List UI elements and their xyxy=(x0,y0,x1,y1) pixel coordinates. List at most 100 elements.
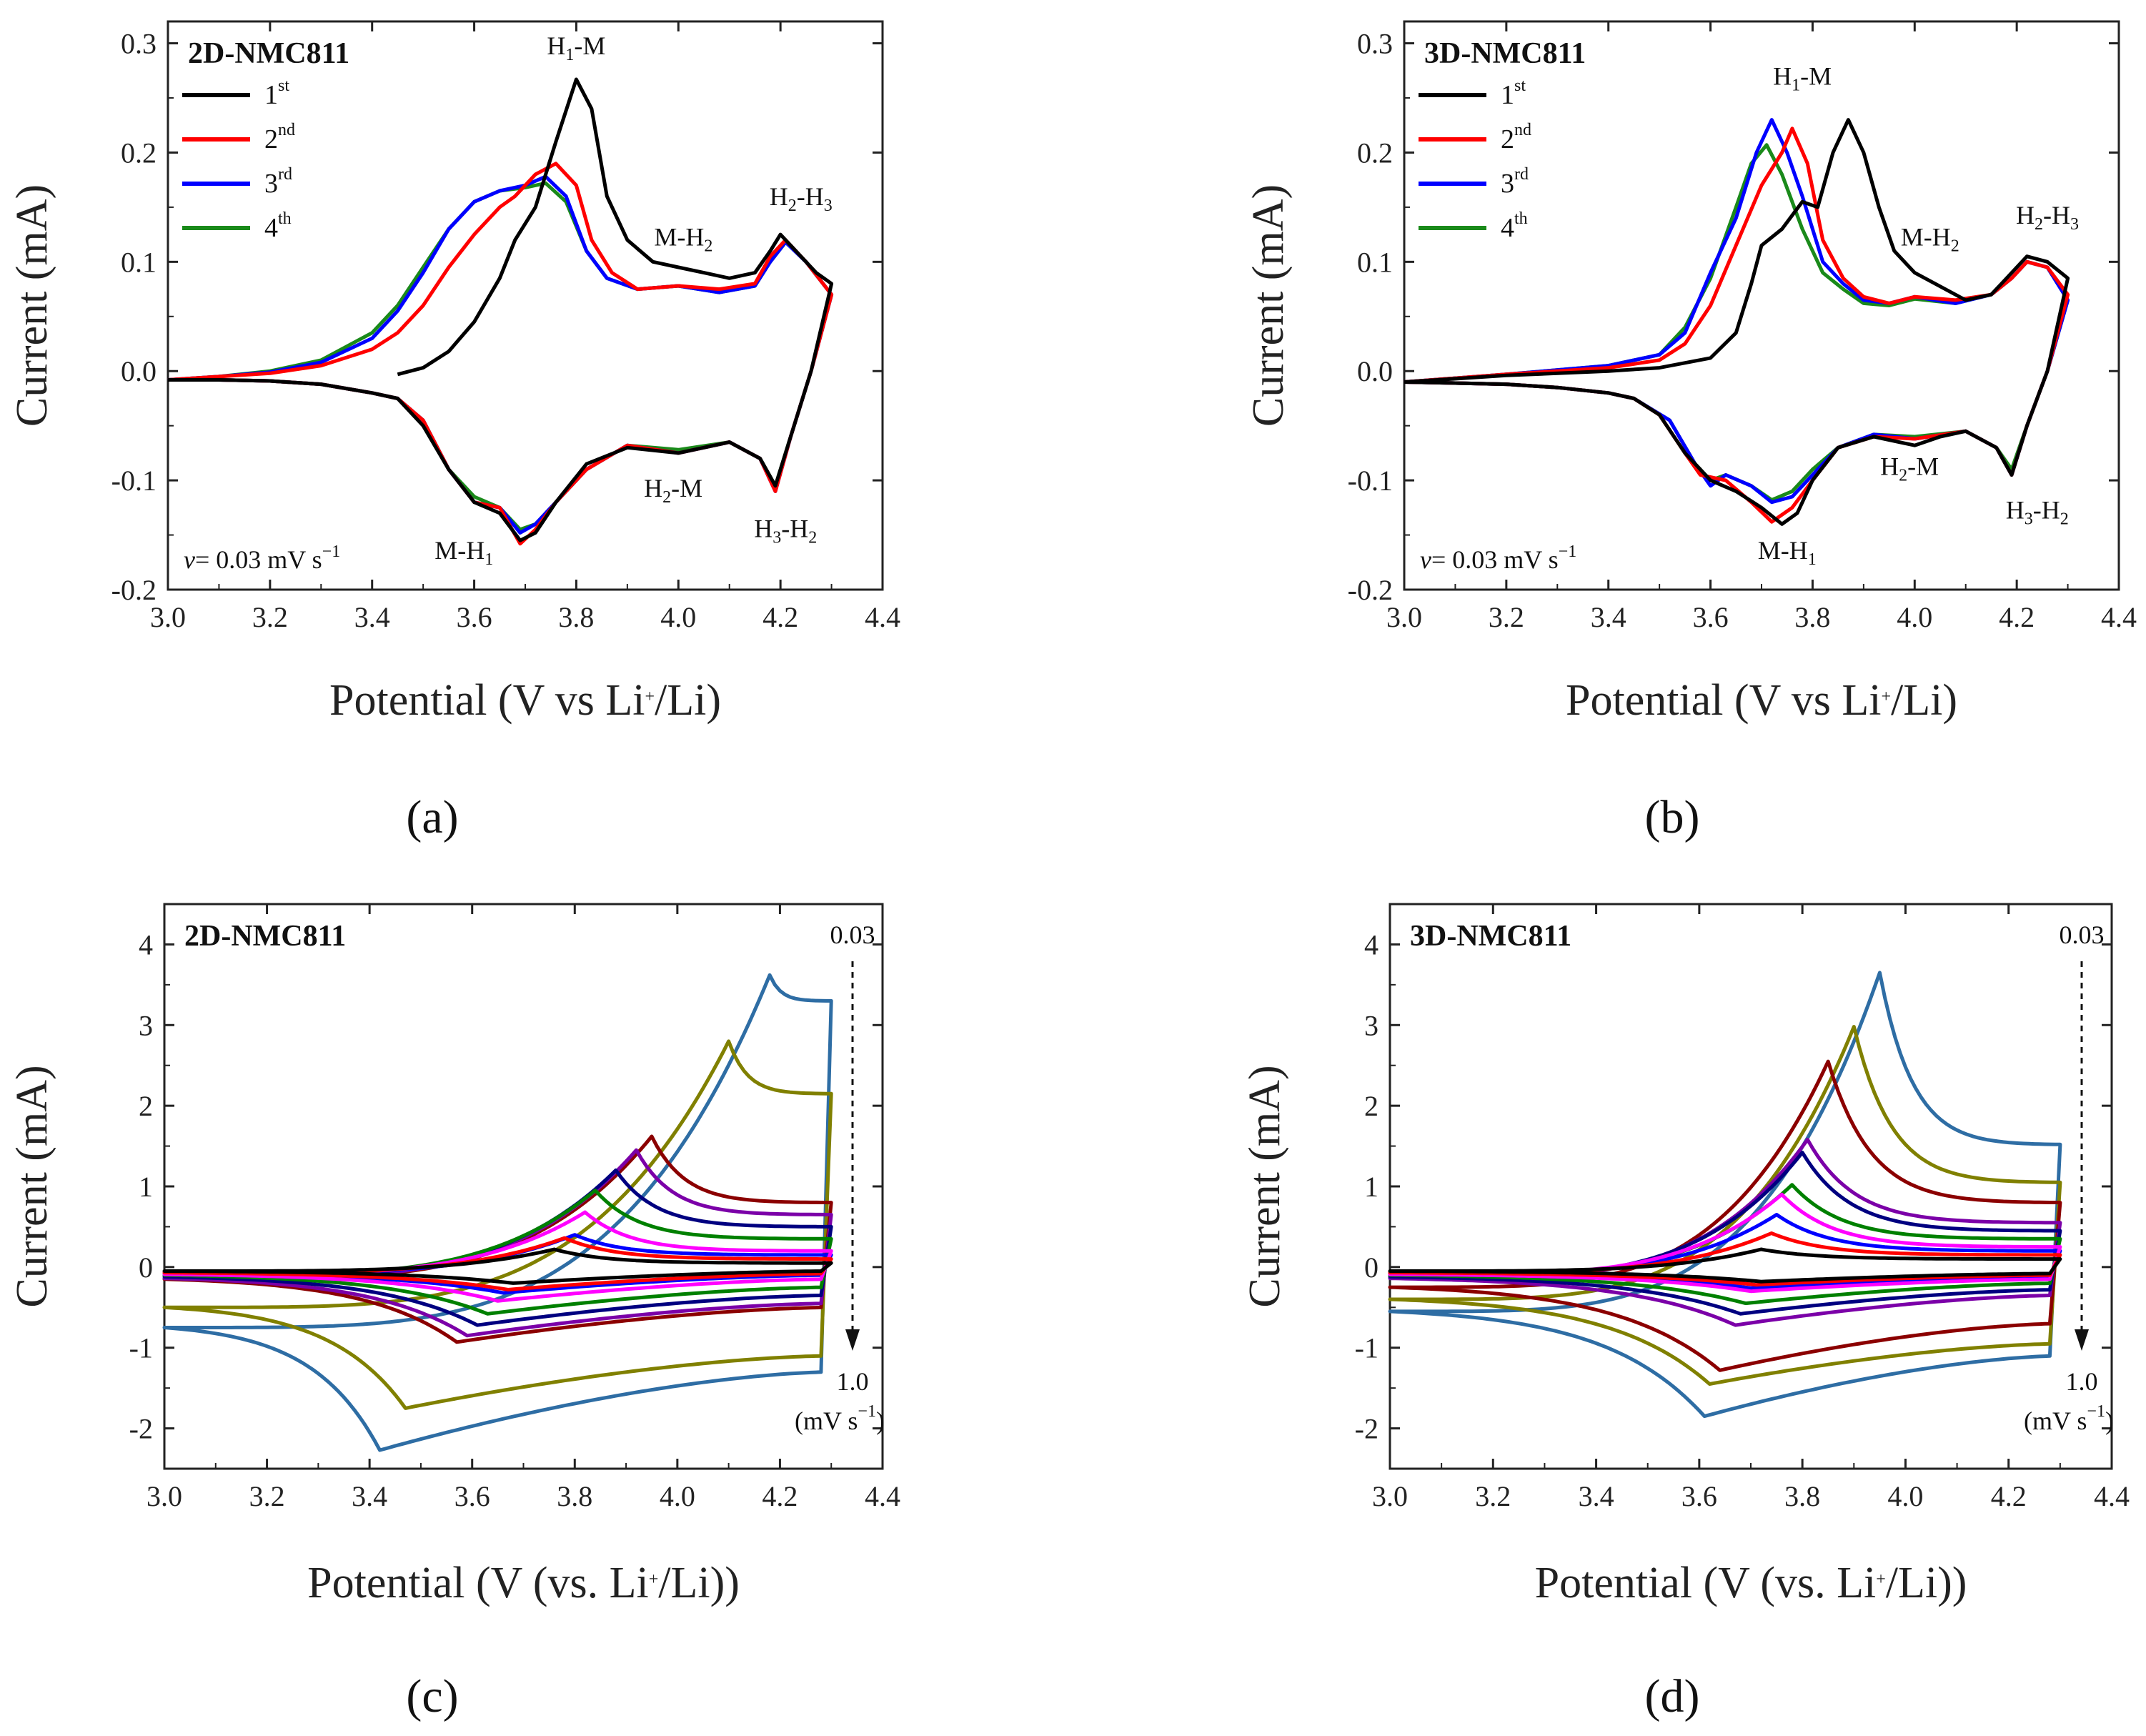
x-tick-label: 4.2 xyxy=(762,1480,798,1512)
panel-b-chart: 3.0 3.2 3.4 3.6 3.8 4.0 4.2 4.4 -0.2 -0.1 0.0 0.1 0.… xyxy=(1244,20,2137,725)
x-tick-label: 3.4 xyxy=(352,1480,387,1512)
peak-annotation: M-H2 xyxy=(1901,222,1959,255)
x-tick-label: 3.4 xyxy=(1591,601,1626,633)
y-tick-label: 0.2 xyxy=(1357,137,1393,169)
y-tick-label: 3 xyxy=(139,1009,153,1041)
panel-d-chart: 3.0 3.2 3.4 3.6 3.8 4.0 4.2 4.4 -2 -1 0 1 2 3 4 Potenti… xyxy=(1241,903,2130,1607)
cv-loop-0.03 xyxy=(1388,1247,2062,1284)
cv-curve-1st xyxy=(1404,118,2070,526)
x-tick-label: 4.4 xyxy=(2094,1480,2130,1512)
x-tick-label: 4.0 xyxy=(1887,1480,1923,1512)
cv-loop-1 xyxy=(162,973,833,1452)
x-tick-label: 3.0 xyxy=(150,601,186,633)
x-axis-title: Potential (V (vs. Li+/Li)) xyxy=(1535,1559,1967,1607)
arrow-bottom-label: 1.0 xyxy=(2066,1367,2098,1396)
legend-label: 2nd xyxy=(264,121,295,154)
x-axis-title: Potential (V (vs. Li+/Li)) xyxy=(307,1559,740,1607)
x-tick-label: 3.0 xyxy=(1372,1480,1408,1512)
legend-label: 4th xyxy=(1501,209,1528,243)
panel-title: 3D-NMC811 xyxy=(1424,37,1586,70)
y-tick-label: 2 xyxy=(139,1090,153,1122)
cv-curve-1st xyxy=(168,77,834,542)
y-tick-label: 0.1 xyxy=(1357,246,1393,278)
panel-a-chart: 3.0 3.2 3.4 3.6 3.8 4.0 4.2 4.4 -0.2 -0.1 0.0 0.1 0.… xyxy=(8,20,900,725)
x-tick-label: 4.4 xyxy=(865,601,900,633)
legend-label: 1st xyxy=(1501,76,1526,110)
y-axis-title: Current (mA) xyxy=(8,1065,56,1307)
panel-title: 2D-NMC811 xyxy=(184,920,346,953)
x-tick-label: 3.0 xyxy=(146,1480,182,1512)
x-tick-label: 3.2 xyxy=(1489,601,1524,633)
x-tick-label: 3.8 xyxy=(557,1480,592,1512)
y-tick-label: 0.0 xyxy=(121,355,157,387)
y-tick-label: 2 xyxy=(1364,1090,1378,1122)
x-tick-label: 3.8 xyxy=(1794,601,1830,633)
panel-c-chart: 3.0 3.2 3.4 3.6 3.8 4.0 4.2 4.4 -2 -1 0 1 2 3 4 Potenti… xyxy=(8,903,900,1607)
arrow-bottom-label: 1.0 xyxy=(837,1367,869,1396)
y-tick-label: -0.2 xyxy=(111,574,157,606)
x-tick-label: 4.4 xyxy=(2101,601,2137,633)
y-tick-label: 4 xyxy=(139,928,153,961)
panel-letter-a: (a) xyxy=(406,791,458,843)
peak-annotation: M-H2 xyxy=(654,222,712,255)
y-tick-label: 4 xyxy=(1364,928,1378,961)
arrow-head-icon xyxy=(845,1329,860,1351)
y-axis-title: Current (mA) xyxy=(1241,1065,1289,1307)
x-tick-label: 3.6 xyxy=(457,601,492,633)
y-tick-label: -2 xyxy=(129,1413,153,1445)
x-tick-label: 3.2 xyxy=(249,1480,285,1512)
x-tick-label: 3.8 xyxy=(1784,1480,1820,1512)
x-axis-title: Potential (V vs Li+/Li) xyxy=(1566,676,1957,725)
y-tick-label: -1 xyxy=(129,1332,153,1364)
x-tick-label: 3.2 xyxy=(252,601,288,633)
peak-annotation: M-H1 xyxy=(434,536,493,569)
cv-loop-0.5 xyxy=(1388,1059,2062,1372)
y-axis-title: Current (mA) xyxy=(8,184,56,427)
peak-annotation: H2-M xyxy=(1880,452,1939,485)
x-tick-label: 3.0 xyxy=(1386,601,1422,633)
scan-rate-note: ν= 0.03 mV s−1 xyxy=(184,542,340,574)
x-tick-label: 4.2 xyxy=(762,601,798,633)
y-tick-label: 3 xyxy=(1364,1009,1378,1041)
arrow-unit-label: (mV s−1) xyxy=(2024,1402,2114,1435)
scan-rate-note: ν= 0.03 mV s−1 xyxy=(1420,542,1576,574)
y-tick-label: 0 xyxy=(139,1251,153,1284)
y-tick-label: -2 xyxy=(1355,1413,1378,1445)
panel-letter-b: (b) xyxy=(1645,791,1700,843)
y-tick-label: 0.2 xyxy=(121,137,157,169)
legend-label: 1st xyxy=(264,76,289,110)
x-tick-label: 3.6 xyxy=(1681,1480,1717,1512)
x-tick-label: 4.0 xyxy=(1897,601,1932,633)
y-tick-label: -0.2 xyxy=(1348,574,1393,606)
x-tick-label: 4.0 xyxy=(660,1480,695,1512)
x-tick-label: 4.2 xyxy=(1999,601,2035,633)
peak-annotation: M-H1 xyxy=(1758,536,1817,569)
peak-annotation: H3-H2 xyxy=(754,515,817,547)
peak-annotation: H2-H3 xyxy=(2016,201,2079,234)
plot-frame xyxy=(163,903,884,1470)
arrow-top-label: 0.03 xyxy=(2060,921,2105,949)
peak-annotation: H1-M xyxy=(547,31,605,64)
x-tick-label: 3.6 xyxy=(454,1480,490,1512)
y-tick-label: 0.1 xyxy=(121,246,157,278)
peak-annotation: H1-M xyxy=(1773,62,1832,95)
arrow-unit-label: (mV s−1) xyxy=(795,1402,885,1435)
x-tick-label: 3.2 xyxy=(1475,1480,1511,1512)
y-tick-label: 1 xyxy=(139,1171,153,1203)
legend-label: 2nd xyxy=(1501,121,1531,154)
arrow-head-icon xyxy=(2075,1329,2089,1351)
y-tick-label: -0.1 xyxy=(111,465,157,497)
y-tick-label: 0.3 xyxy=(121,28,157,60)
panel-title: 2D-NMC811 xyxy=(188,37,349,70)
x-tick-label: 4.2 xyxy=(1991,1480,2027,1512)
y-tick-label: 0 xyxy=(1364,1251,1378,1284)
y-tick-label: 1 xyxy=(1364,1171,1378,1203)
legend-label: 3rd xyxy=(1501,165,1529,199)
x-tick-label: 4.0 xyxy=(660,601,696,633)
x-tick-label: 3.8 xyxy=(558,601,594,633)
panel-letter-c: (c) xyxy=(406,1670,458,1722)
y-tick-label: -1 xyxy=(1355,1332,1378,1364)
panel-title: 3D-NMC811 xyxy=(1410,920,1571,953)
x-axis-title: Potential (V vs Li+/Li) xyxy=(329,676,721,725)
y-tick-label: -0.1 xyxy=(1348,465,1393,497)
